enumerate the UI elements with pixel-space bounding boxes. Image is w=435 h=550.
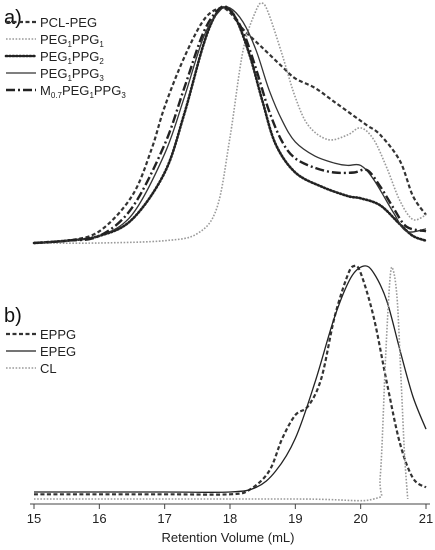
legend-label-a-pcl-peg: PCL-PEG — [40, 15, 97, 30]
x-tick-label-15: 15 — [27, 511, 41, 526]
lines-b — [33, 264, 427, 502]
series-line-b-eppg — [33, 264, 427, 496]
legend-label-a-peg1ppg3: PEG1PPG3 — [40, 66, 104, 83]
x-tick-label-19: 19 — [288, 511, 302, 526]
legend-label-a-peg1ppg2: PEG1PPG2 — [40, 49, 104, 66]
series-line-b-epeg — [33, 265, 427, 494]
panel-label-a: a) — [4, 7, 22, 29]
x-tick-label-21: 21 — [419, 511, 433, 526]
series-line-a-peg1ppg2 — [32, 6, 428, 245]
x-tick-label-20: 20 — [353, 511, 367, 526]
legend-label-b-cl: CL — [40, 361, 57, 376]
x-tick-label-16: 16 — [92, 511, 106, 526]
series-line-a-peg1ppg1 — [33, 2, 427, 244]
panel-a: a) PCL-PEG PEG1PPG1PEG1PPG2PEG1PPG3M0.7PE… — [4, 2, 428, 245]
legend-label-a-peg1ppg1: PEG1PPG1 — [40, 32, 104, 49]
series-line-a-pcl-peg — [33, 6, 427, 245]
panel-label-b: b) — [4, 305, 22, 327]
x-axis-ticks: 15 16 17 18 19 20 21 — [27, 504, 433, 526]
legend-label-b-epeg: EPEG — [40, 344, 76, 359]
legend-label-a-m0-7peg1ppg3: M0.7PEG1PPG3 — [40, 83, 126, 100]
legend-a: PCL-PEG PEG1PPG1PEG1PPG2PEG1PPG3M0.7PEG1P… — [4, 15, 126, 100]
x-axis-title: Retention Volume (mL) — [162, 530, 295, 545]
legend-b: EPPG EPEG CL — [6, 327, 76, 376]
panel-b: b) EPPG EPEG CL 15 16 17 18 19 20 21 Retention V… — [4, 264, 433, 545]
x-tick-label-17: 17 — [157, 511, 171, 526]
series-line-b-cl — [34, 266, 409, 502]
x-tick-label-18: 18 — [223, 511, 237, 526]
series-line-a-m0-7peg1ppg3 — [33, 4, 427, 245]
legend-label-b-eppg: EPPG — [40, 327, 76, 342]
lines-a — [32, 2, 428, 245]
